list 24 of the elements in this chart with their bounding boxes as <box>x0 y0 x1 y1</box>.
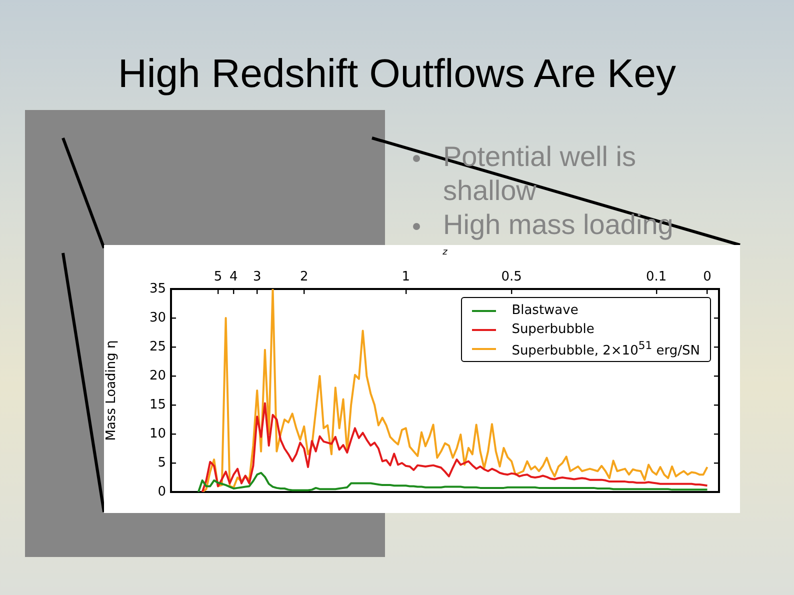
text: High mass loading <box>443 209 674 240</box>
x-tick-label: 2 <box>300 270 308 285</box>
legend-label: Superbubble, 2×10$^{51}$ erg/SN <box>512 338 700 358</box>
x-tick-label: 4 <box>229 270 238 285</box>
x-tick-label: 0.5 <box>501 270 522 285</box>
x-tick-label: 1 <box>402 270 410 285</box>
y-axis-title: Mass Loading η <box>104 340 120 441</box>
y-tick-label: 0 <box>158 484 166 500</box>
y-tick-label: 10 <box>149 426 166 442</box>
y-tick-label: 20 <box>149 368 166 384</box>
y-tick-label: 30 <box>149 310 166 326</box>
y-tick-label: 5 <box>158 455 166 470</box>
chart-title: High Redshift Outflows Are Key <box>116 51 678 98</box>
x-axis-title: z <box>442 248 448 258</box>
legend-label: Superbubble <box>512 322 594 337</box>
text: Potential well is shallow <box>443 141 636 206</box>
x-tick-label: 0 <box>703 270 712 285</box>
y-tick-label: 25 <box>149 339 166 354</box>
legend-label: Blastwave <box>512 303 578 318</box>
y-tick-label: 15 <box>149 397 166 412</box>
x-tick-label: 3 <box>252 270 262 285</box>
x-tick-label: 0.1 <box>646 270 667 285</box>
y-tick-label: 35 <box>149 281 166 296</box>
x-tick-label: 5 <box>214 270 222 285</box>
